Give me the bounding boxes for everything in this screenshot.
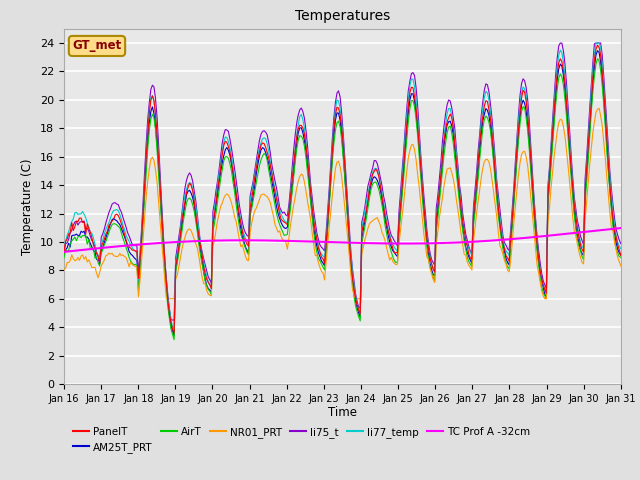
li75_t — [255, 138, 263, 144]
li77_temp — [246, 197, 254, 203]
AirT — [170, 337, 178, 343]
Line: PanelT: PanelT — [64, 45, 621, 333]
TC Prof A -32cm — [60, 249, 68, 255]
AirT — [246, 213, 254, 218]
PanelT — [129, 247, 136, 253]
PanelT — [228, 160, 236, 166]
NR01_PRT — [617, 263, 625, 269]
li75_t — [60, 249, 68, 254]
li75_t — [589, 60, 596, 65]
Legend: PanelT, AM25T_PRT, AirT, NR01_PRT, li75_t, li77_temp, TC Prof A -32cm: PanelT, AM25T_PRT, AirT, NR01_PRT, li75_… — [69, 422, 534, 457]
TC Prof A -32cm — [244, 238, 252, 243]
PanelT — [170, 330, 178, 336]
AirT — [129, 260, 136, 266]
AM25T_PRT — [617, 252, 625, 258]
Y-axis label: Temperature (C): Temperature (C) — [22, 158, 35, 255]
PanelT — [588, 98, 595, 104]
PanelT — [594, 42, 602, 48]
X-axis label: Time: Time — [328, 407, 357, 420]
AirT — [228, 168, 236, 174]
TC Prof A -32cm — [129, 242, 136, 248]
PanelT — [60, 250, 68, 256]
li77_temp — [305, 170, 313, 176]
AirT — [617, 254, 625, 260]
Line: AM25T_PRT: AM25T_PRT — [64, 51, 621, 336]
NR01_PRT — [305, 207, 313, 213]
AirT — [594, 56, 602, 61]
NR01_PRT — [255, 197, 263, 203]
NR01_PRT — [588, 145, 595, 151]
PanelT — [255, 149, 263, 155]
AM25T_PRT — [305, 178, 313, 184]
li75_t — [556, 40, 564, 46]
Line: li75_t: li75_t — [64, 43, 621, 320]
Line: li77_temp: li77_temp — [64, 43, 621, 327]
li77_temp — [617, 246, 625, 252]
Line: AirT: AirT — [64, 59, 621, 340]
TC Prof A -32cm — [586, 228, 594, 234]
Title: Temperatures: Temperatures — [295, 10, 390, 24]
li77_temp — [228, 153, 236, 159]
Text: GT_met: GT_met — [72, 39, 122, 52]
AM25T_PRT — [228, 161, 236, 167]
li77_temp — [588, 87, 595, 93]
AM25T_PRT — [594, 48, 602, 54]
AM25T_PRT — [246, 209, 254, 215]
li77_temp — [255, 145, 263, 151]
li77_temp — [170, 324, 178, 330]
li77_temp — [592, 40, 600, 46]
PanelT — [617, 252, 625, 258]
TC Prof A -32cm — [226, 238, 234, 243]
AirT — [305, 183, 313, 189]
TC Prof A -32cm — [254, 238, 262, 243]
AM25T_PRT — [255, 153, 263, 159]
NR01_PRT — [164, 296, 172, 301]
AM25T_PRT — [60, 249, 68, 254]
AirT — [588, 109, 595, 115]
Line: NR01_PRT: NR01_PRT — [64, 108, 621, 299]
li75_t — [617, 241, 625, 247]
li75_t — [305, 162, 313, 168]
li75_t — [129, 241, 136, 247]
AM25T_PRT — [129, 252, 136, 258]
li75_t — [228, 145, 236, 151]
NR01_PRT — [129, 262, 136, 267]
NR01_PRT — [228, 200, 236, 206]
li77_temp — [60, 241, 68, 247]
NR01_PRT — [595, 106, 603, 111]
li75_t — [169, 317, 177, 323]
PanelT — [246, 205, 254, 211]
AirT — [255, 163, 263, 168]
AM25T_PRT — [170, 333, 178, 338]
AirT — [60, 255, 68, 261]
AM25T_PRT — [588, 103, 595, 108]
li77_temp — [129, 245, 136, 251]
TC Prof A -32cm — [617, 225, 625, 231]
li75_t — [246, 193, 254, 199]
Line: TC Prof A -32cm: TC Prof A -32cm — [64, 228, 621, 252]
NR01_PRT — [60, 267, 68, 273]
NR01_PRT — [246, 229, 254, 235]
TC Prof A -32cm — [303, 239, 311, 244]
PanelT — [305, 173, 313, 179]
